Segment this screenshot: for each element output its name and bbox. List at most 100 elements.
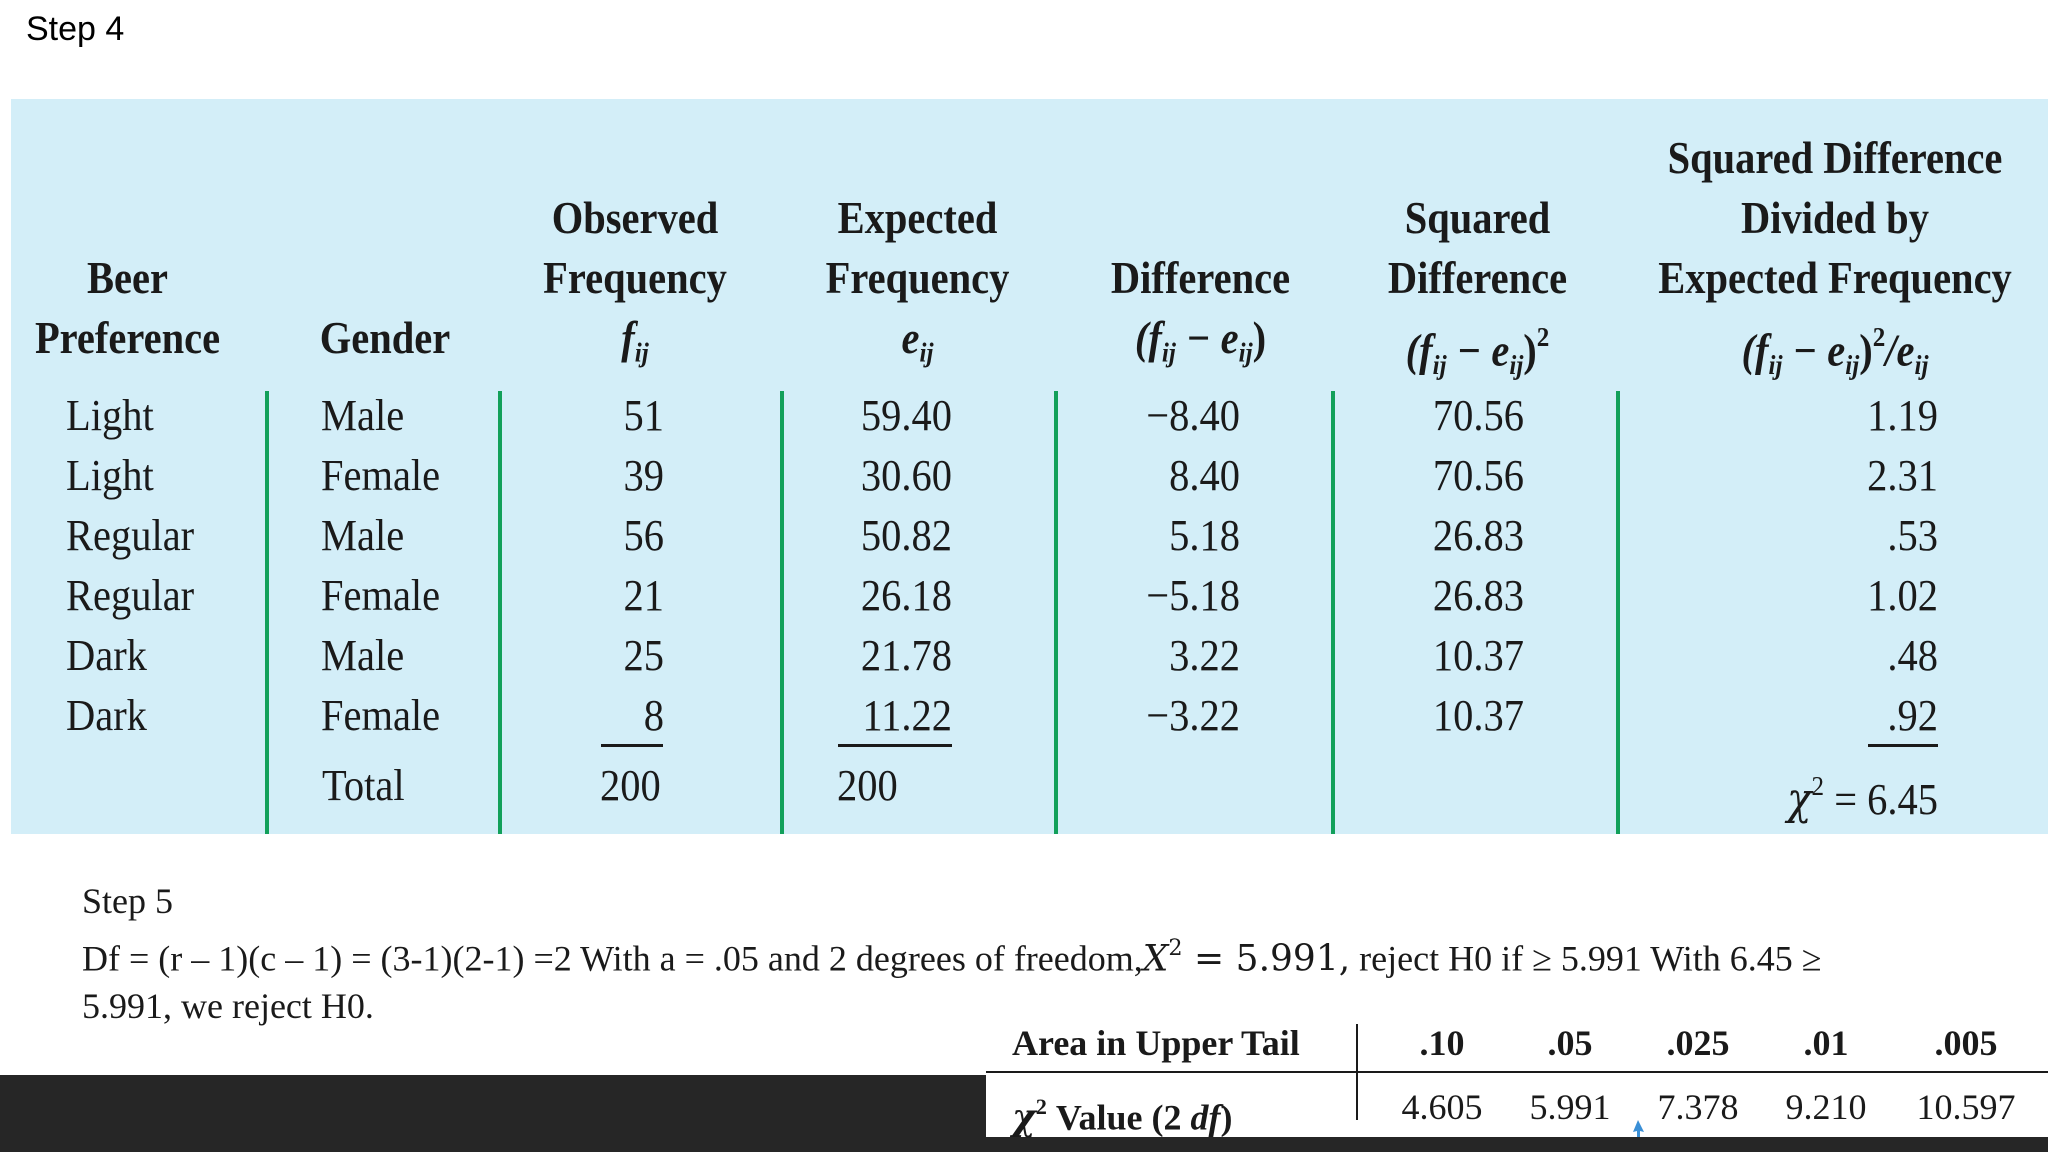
symbol-ij: ij	[1238, 337, 1253, 369]
header-squared-divided: Squared Difference Divided by Expected F…	[1651, 128, 2020, 396]
sum-underline-divided	[1868, 744, 1938, 747]
cell-divided: 1.19	[1867, 391, 1938, 440]
cell-gender: Female	[321, 451, 441, 500]
chi-table-critical-value: 10.597	[1916, 1087, 2016, 1127]
cell-squared: 26.83	[1432, 571, 1524, 620]
table-panel	[11, 99, 2048, 834]
symbol-ij: ij	[1768, 349, 1783, 381]
cell-beer: Regular	[66, 571, 195, 620]
cell-divided: 1.02	[1867, 571, 1938, 620]
column-rule	[780, 391, 784, 834]
cell-gender: Female	[321, 691, 441, 740]
chi-table-area-label: Area in Upper Tail	[1012, 1023, 1300, 1063]
cell-observed: 21	[623, 571, 664, 620]
cell-gender: Female	[321, 571, 441, 620]
symbol-e: e	[901, 313, 920, 363]
header-divided-line2: Divided by	[1741, 193, 1929, 243]
cell-expected: 30.60	[860, 451, 952, 500]
chi-squared-sup: 2	[1811, 771, 1825, 801]
step5-line2: 5.991, we reject H0.	[82, 985, 374, 1026]
total-label: Total	[322, 761, 405, 810]
symbol-f: (f	[1405, 325, 1433, 376]
header-observed-line2: Frequency	[543, 253, 727, 303]
header-expected-line1: Expected	[837, 193, 998, 243]
sum-underline-expected	[838, 744, 952, 747]
header-beer-line2: Preference	[34, 313, 221, 363]
cell-divided: 2.31	[1867, 451, 1938, 500]
cell-observed: 8	[643, 691, 664, 740]
chi-table-area-value: .01	[1803, 1023, 1849, 1063]
header-gender: Gender	[300, 308, 471, 368]
header-divided-symbol: (fij − eij)2/eij	[1651, 308, 2020, 396]
step4-title: Step 4	[26, 10, 125, 48]
symbol-f: (f	[1741, 325, 1769, 376]
symbol-f: f	[621, 313, 635, 363]
chi-table-value-text: Value (2	[1046, 1097, 1191, 1138]
cell-expected: 50.82	[860, 511, 952, 560]
step5-df-text: Df = (r – 1)(c – 1) = (3-1)(2-1) =2 With…	[82, 938, 1143, 979]
cell-difference: −3.22	[1146, 691, 1240, 740]
column-rule	[1616, 391, 1620, 834]
cell-beer: Regular	[66, 511, 195, 560]
step5-critical-value: = 5.991,	[1182, 938, 1351, 980]
symbol-paren: )	[1523, 325, 1537, 376]
symbol-ij: ij	[1845, 349, 1860, 381]
header-observed-frequency: Observed Frequency fij	[518, 188, 752, 383]
cell-divided: .92	[1887, 691, 1938, 740]
cursor-arrow-icon	[1633, 1120, 1644, 1137]
chi-square-total: χ2 = 6.45	[1719, 756, 1938, 830]
chi-table-critical-value: 9.210	[1785, 1087, 1867, 1127]
symbol-e: − e	[1175, 313, 1239, 363]
header-difference-symbol: (fij − eij)	[1081, 308, 1320, 383]
symbol-ij: ij	[1161, 337, 1176, 369]
cell-difference: −5.18	[1146, 571, 1240, 620]
symbol-ij: ij	[1914, 349, 1929, 381]
cell-gender: Male	[321, 511, 405, 560]
chi-table-df: df	[1190, 1097, 1221, 1138]
header-gender-line: Gender	[319, 313, 451, 363]
cell-expected: 26.18	[860, 571, 952, 620]
symbol-e: − e	[1446, 325, 1510, 376]
cell-squared: 10.37	[1432, 691, 1524, 740]
symbol-paren: )	[1252, 313, 1267, 363]
symbol-squared: 2	[1536, 322, 1550, 353]
header-difference-line1: Difference	[1110, 253, 1291, 303]
chi-table-value-label: χ2 Value (2 df)	[1012, 1082, 1233, 1143]
chi-table-chi-symbol: χ	[1012, 1096, 1036, 1139]
cell-difference: −8.40	[1146, 391, 1240, 440]
chi-value: = 6.45	[1824, 775, 1938, 825]
cell-squared: 10.37	[1432, 631, 1524, 680]
header-divided-line3: Expected Frequency	[1658, 253, 2012, 303]
total-observed: 200	[600, 761, 661, 810]
step5-line1: Df = (r – 1)(c – 1) = (3-1)(2-1) =2 With…	[82, 925, 1982, 983]
cell-squared: 70.56	[1432, 391, 1524, 440]
chi-symbol: χ	[1786, 774, 1812, 826]
column-rule	[1331, 391, 1335, 834]
header-divided-line1: Squared Difference	[1667, 133, 2003, 183]
header-observed-symbol: fij	[518, 308, 752, 383]
cell-beer: Light	[66, 451, 154, 500]
cell-expected: 59.40	[860, 391, 952, 440]
cell-expected: 21.78	[860, 631, 952, 680]
header-difference: Difference (fij − eij)	[1081, 248, 1320, 383]
chi-table-critical-value: 7.378	[1657, 1087, 1739, 1127]
cell-difference: 5.18	[1169, 511, 1240, 560]
chi-table-area-value: .10	[1419, 1023, 1465, 1063]
cell-beer: Light	[66, 391, 154, 440]
symbol-ij: ij	[1432, 349, 1447, 381]
column-rule	[265, 391, 269, 834]
symbol-ij: ij	[919, 337, 934, 369]
cell-beer: Dark	[66, 691, 147, 740]
cell-observed: 25	[623, 631, 664, 680]
chi-table-area-value: .005	[1934, 1023, 1998, 1063]
symbol-ij: ij	[1509, 349, 1524, 381]
step5-reject-rule: reject H0 if ≥ 5.991 With 6.45 ≥	[1350, 938, 1822, 979]
symbol-squared: 2	[1872, 322, 1886, 353]
chi-table-area-value: .025	[1666, 1023, 1730, 1063]
cell-observed: 39	[623, 451, 664, 500]
cell-divided: .53	[1887, 511, 1938, 560]
step5-chi-sup: 2	[1168, 935, 1183, 961]
cell-gender: Male	[321, 391, 405, 440]
cell-observed: 56	[623, 511, 664, 560]
cell-observed: 51	[623, 391, 664, 440]
